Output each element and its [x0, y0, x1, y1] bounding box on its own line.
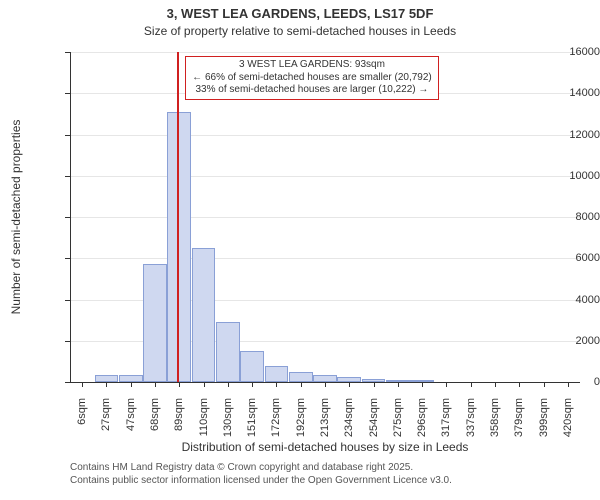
xtick-mark	[471, 382, 472, 387]
xtick-label: 68sqm	[149, 398, 161, 431]
property-marker-line	[177, 52, 179, 382]
xtick-label: 47sqm	[125, 398, 137, 431]
attribution-text: Contains HM Land Registry data © Crown c…	[70, 462, 452, 487]
xtick-mark	[325, 382, 326, 387]
xtick-mark	[446, 382, 447, 387]
xtick-mark	[131, 382, 132, 387]
xtick-label: 151sqm	[246, 398, 258, 437]
chart-container: { "chart": { "type": "histogram", "title…	[0, 0, 600, 500]
xtick-label: 399sqm	[538, 398, 550, 437]
gridline	[70, 217, 580, 218]
xtick-mark	[544, 382, 545, 387]
xtick-mark	[252, 382, 253, 387]
xtick-label: 275sqm	[392, 398, 404, 437]
xtick-mark	[204, 382, 205, 387]
histogram-bar	[119, 375, 143, 382]
histogram-bar	[289, 372, 313, 382]
xtick-label: 234sqm	[343, 398, 355, 437]
y-axis-line	[70, 52, 71, 382]
histogram-bar	[167, 112, 191, 382]
xtick-mark	[301, 382, 302, 387]
histogram-bar	[240, 351, 264, 382]
xtick-label: 358sqm	[489, 398, 501, 437]
xtick-mark	[568, 382, 569, 387]
xtick-mark	[228, 382, 229, 387]
ytick-label: 8000	[540, 211, 600, 223]
callout-box: 3 WEST LEA GARDENS: 93sqm← 66% of semi-d…	[185, 56, 439, 100]
histogram-bar	[95, 375, 119, 382]
xtick-label: 379sqm	[513, 398, 525, 437]
ytick-label: 16000	[540, 46, 600, 58]
xtick-label: 213sqm	[319, 398, 331, 437]
xtick-mark	[179, 382, 180, 387]
ytick-label: 10000	[540, 170, 600, 182]
xtick-mark	[374, 382, 375, 387]
xtick-mark	[276, 382, 277, 387]
histogram-bar	[265, 366, 289, 383]
attribution-line2: Contains public sector information licen…	[70, 475, 452, 488]
xtick-mark	[519, 382, 520, 387]
callout-line: 33% of semi-detached houses are larger (…	[192, 84, 432, 97]
attribution-line1: Contains HM Land Registry data © Crown c…	[70, 462, 452, 475]
callout-line: 3 WEST LEA GARDENS: 93sqm	[192, 59, 432, 72]
xtick-label: 296sqm	[416, 398, 428, 437]
xtick-mark	[422, 382, 423, 387]
histogram-bar	[313, 375, 337, 382]
xtick-label: 254sqm	[368, 398, 380, 437]
x-axis-label: Distribution of semi-detached houses by …	[70, 440, 580, 454]
histogram-bar	[143, 264, 167, 382]
chart-subtitle: Size of property relative to semi-detach…	[0, 24, 600, 38]
xtick-mark	[495, 382, 496, 387]
xtick-label: 27sqm	[100, 398, 112, 431]
xtick-label: 6sqm	[76, 398, 88, 425]
xtick-mark	[398, 382, 399, 387]
xtick-mark	[106, 382, 107, 387]
plot-area: 3 WEST LEA GARDENS: 93sqm← 66% of semi-d…	[70, 52, 580, 382]
ytick-label: 12000	[540, 129, 600, 141]
xtick-mark	[82, 382, 83, 387]
xtick-label: 172sqm	[270, 398, 282, 437]
xtick-label: 317sqm	[440, 398, 452, 437]
y-axis-label: Number of semi-detached properties	[9, 120, 23, 315]
xtick-mark	[349, 382, 350, 387]
xtick-label: 192sqm	[295, 398, 307, 437]
histogram-bar	[192, 248, 216, 382]
ytick-label: 14000	[540, 87, 600, 99]
ytick-label: 2000	[540, 335, 600, 347]
xtick-label: 110sqm	[198, 398, 210, 436]
xtick-mark	[155, 382, 156, 387]
gridline	[70, 258, 580, 259]
xtick-label: 420sqm	[562, 398, 574, 437]
histogram-bar	[216, 322, 240, 382]
chart-title: 3, WEST LEA GARDENS, LEEDS, LS17 5DF	[0, 6, 600, 21]
ytick-label: 6000	[540, 252, 600, 264]
gridline	[70, 135, 580, 136]
xtick-label: 89sqm	[173, 398, 185, 431]
gridline	[70, 176, 580, 177]
callout-line: ← 66% of semi-detached houses are smalle…	[192, 72, 432, 85]
gridline	[70, 52, 580, 53]
xtick-label: 337sqm	[465, 398, 477, 437]
ytick-label: 4000	[540, 294, 600, 306]
xtick-label: 130sqm	[222, 398, 234, 437]
